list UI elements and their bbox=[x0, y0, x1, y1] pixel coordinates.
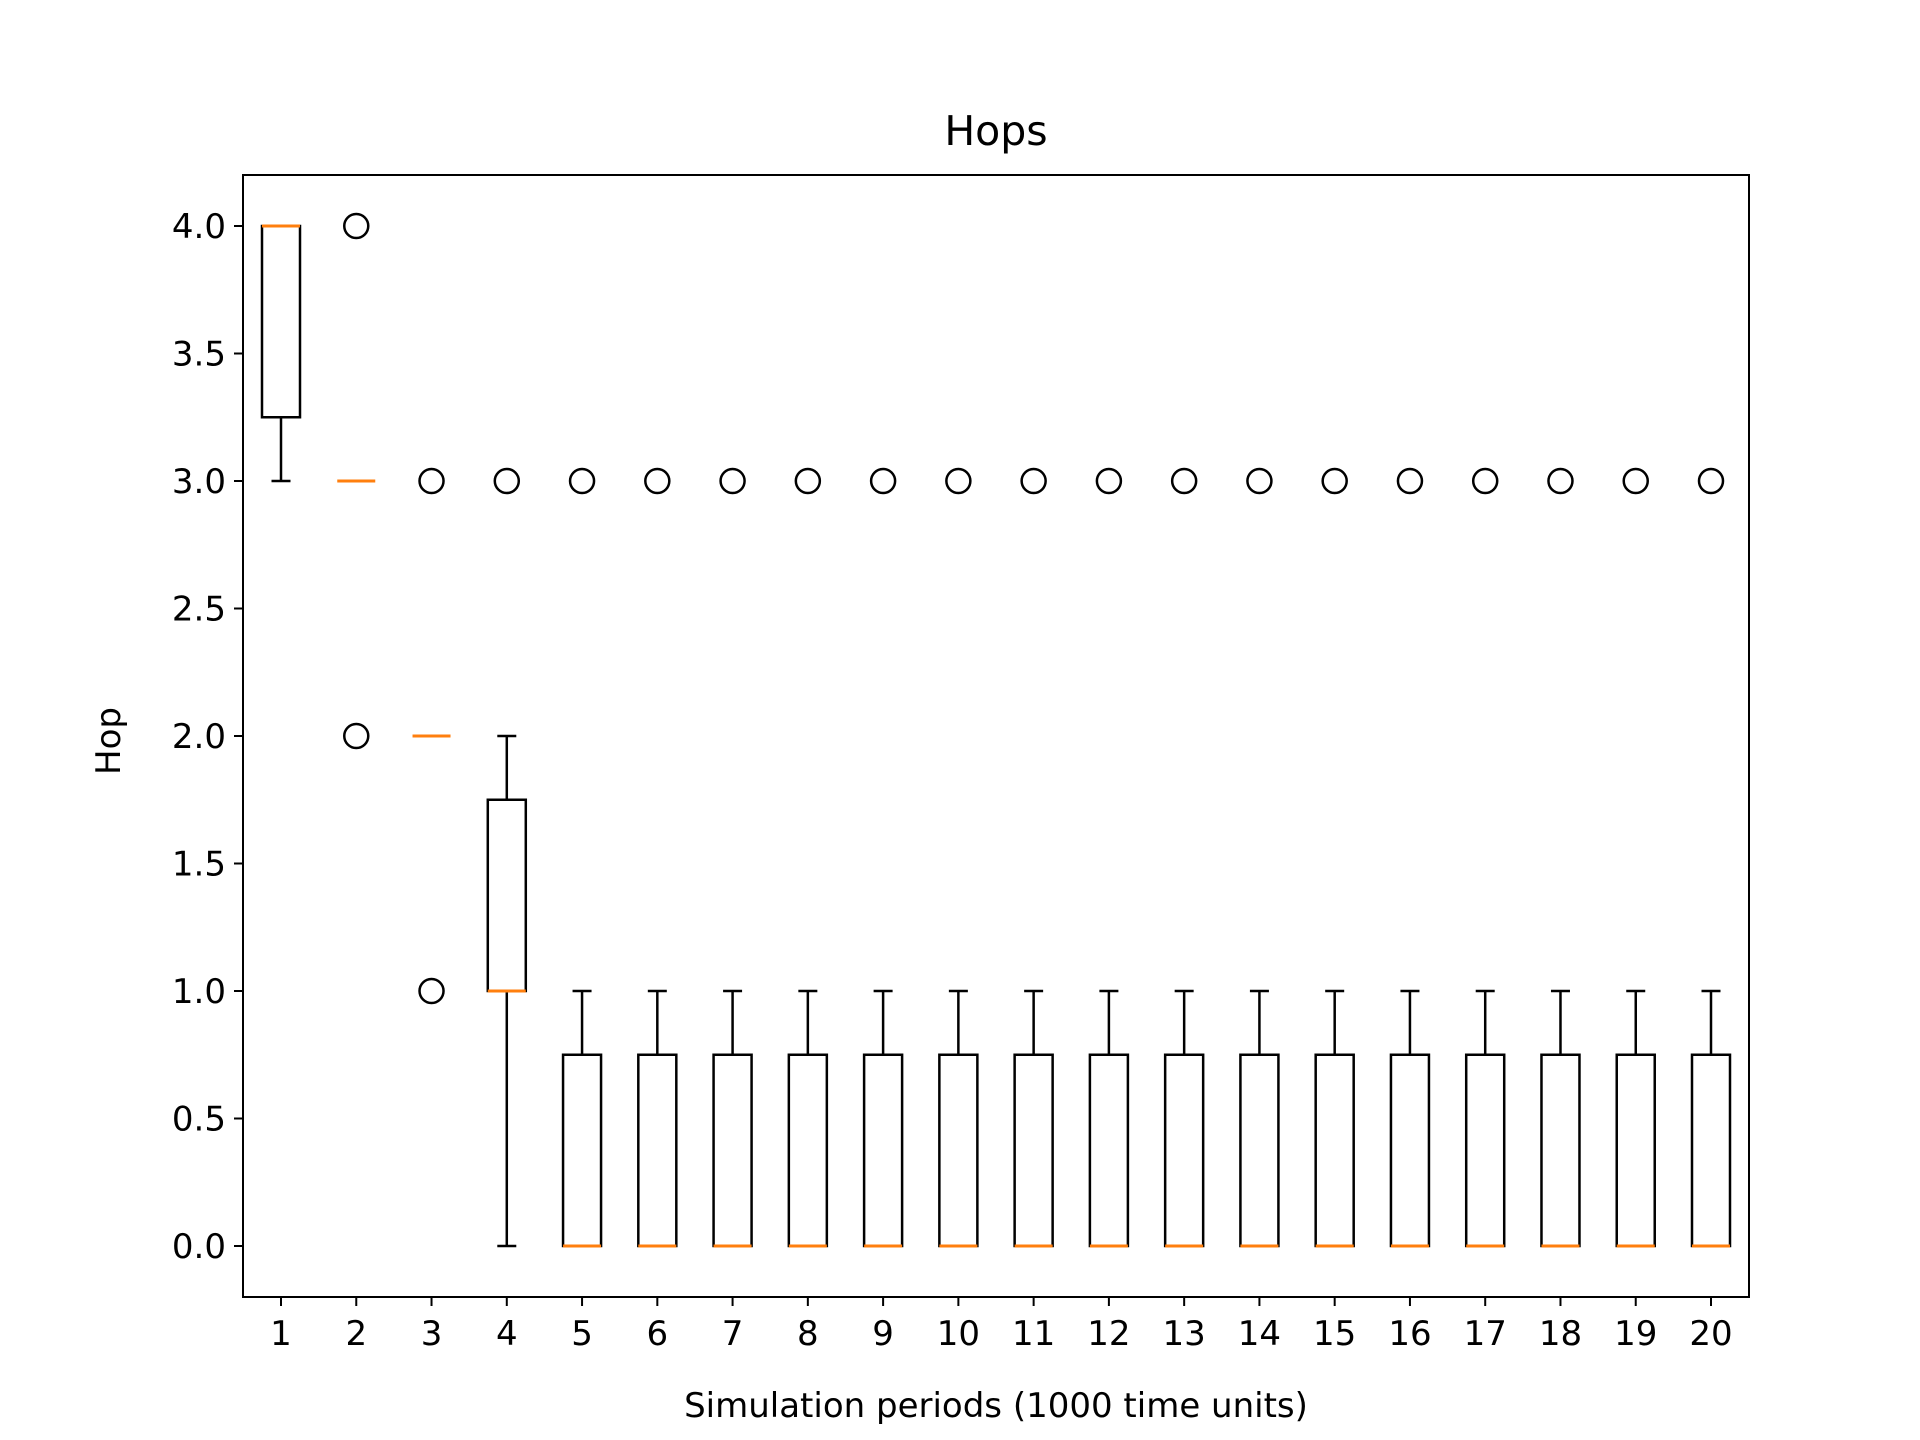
flier-point bbox=[1095, 467, 1123, 495]
box-group-13 bbox=[1163, 467, 1205, 1248]
x-tick-label: 11 bbox=[1012, 1314, 1055, 1354]
flier-point bbox=[794, 467, 822, 495]
flier-point bbox=[493, 467, 521, 495]
axes-ticks: 0.00.51.01.52.02.53.03.54.01 2 3 4 5 6 7 8 9 10 11… bbox=[172, 207, 1733, 1354]
y-tick-label: 0.5 bbox=[172, 1100, 226, 1140]
y-tick-label: 2.5 bbox=[172, 590, 226, 630]
plot-frame bbox=[242, 174, 1750, 1298]
box-group-1 bbox=[260, 224, 302, 483]
chart-title: Hops bbox=[944, 107, 1047, 155]
box-group-10 bbox=[938, 467, 979, 1248]
x-tick-label: 13 bbox=[1163, 1314, 1206, 1354]
flier-point bbox=[418, 467, 445, 495]
x-tick-label: 12 bbox=[1087, 1314, 1130, 1354]
x-tick-label: 3 bbox=[421, 1314, 443, 1354]
flier-point bbox=[1697, 467, 1725, 495]
flier-point bbox=[945, 467, 972, 495]
box-group-4 bbox=[486, 467, 528, 1248]
y-tick-label: 1.0 bbox=[172, 972, 226, 1012]
box-group-11 bbox=[1013, 467, 1054, 1248]
box-group-8 bbox=[787, 467, 829, 1248]
box-group-5 bbox=[561, 467, 603, 1248]
box-group-14 bbox=[1239, 467, 1280, 1248]
y-tick-label: 3.0 bbox=[172, 462, 226, 502]
box-group-20 bbox=[1690, 467, 1732, 1248]
box-group-12 bbox=[1088, 467, 1130, 1248]
box-group-3 bbox=[412, 467, 451, 1005]
flier-point bbox=[869, 467, 897, 495]
y-tick-label: 3.5 bbox=[172, 335, 226, 375]
x-tick-label: 2 bbox=[345, 1314, 367, 1354]
flier-point bbox=[343, 212, 370, 240]
box-group-7 bbox=[712, 467, 753, 1248]
flier-point bbox=[568, 467, 596, 495]
x-tick-label: 14 bbox=[1238, 1314, 1281, 1354]
x-tick-label: 6 bbox=[646, 1314, 668, 1354]
x-tick-label: 7 bbox=[722, 1314, 744, 1354]
x-tick-label: 1 bbox=[270, 1314, 292, 1354]
flier-point bbox=[1170, 467, 1198, 495]
box-group-9 bbox=[862, 467, 904, 1248]
flier-point bbox=[418, 977, 445, 1005]
x-tick-label: 18 bbox=[1539, 1314, 1582, 1354]
flier-point bbox=[1547, 467, 1574, 495]
y-tick-label: 1.5 bbox=[172, 845, 226, 885]
flier-point bbox=[1321, 467, 1348, 495]
x-tick-label: 15 bbox=[1313, 1314, 1356, 1354]
flier-point bbox=[1622, 467, 1649, 495]
flier-point bbox=[1396, 467, 1424, 495]
y-axis-label: Hop bbox=[89, 707, 129, 775]
y-tick-label: 0.0 bbox=[172, 1227, 226, 1267]
plot-area bbox=[260, 212, 1732, 1248]
x-tick-label: 17 bbox=[1464, 1314, 1507, 1354]
flier-point bbox=[343, 722, 370, 750]
x-tick-label: 16 bbox=[1388, 1314, 1431, 1354]
box-group-17 bbox=[1464, 467, 1506, 1248]
flier-point bbox=[1020, 467, 1047, 495]
box-group-18 bbox=[1540, 467, 1581, 1248]
flier-point bbox=[644, 467, 671, 495]
y-tick-label: 2.0 bbox=[172, 717, 226, 757]
x-tick-label: 20 bbox=[1689, 1314, 1732, 1354]
box-group-6 bbox=[637, 467, 678, 1248]
box-group-16 bbox=[1389, 467, 1431, 1248]
x-tick-label: 4 bbox=[496, 1314, 518, 1354]
box-group-15 bbox=[1314, 467, 1355, 1248]
y-tick-label: 4.0 bbox=[172, 207, 226, 247]
x-tick-label: 8 bbox=[797, 1314, 819, 1354]
flier-point bbox=[1246, 467, 1273, 495]
x-tick-label: 9 bbox=[872, 1314, 894, 1354]
box-group-2 bbox=[337, 212, 376, 750]
flier-point bbox=[1471, 467, 1499, 495]
x-tick-label: 10 bbox=[937, 1314, 980, 1354]
x-tick-label: 5 bbox=[571, 1314, 593, 1354]
box-group-19 bbox=[1615, 467, 1656, 1248]
flier-point bbox=[719, 467, 746, 495]
x-tick-label: 19 bbox=[1614, 1314, 1657, 1354]
x-axis-label: Simulation periods (1000 time units) bbox=[684, 1386, 1308, 1426]
